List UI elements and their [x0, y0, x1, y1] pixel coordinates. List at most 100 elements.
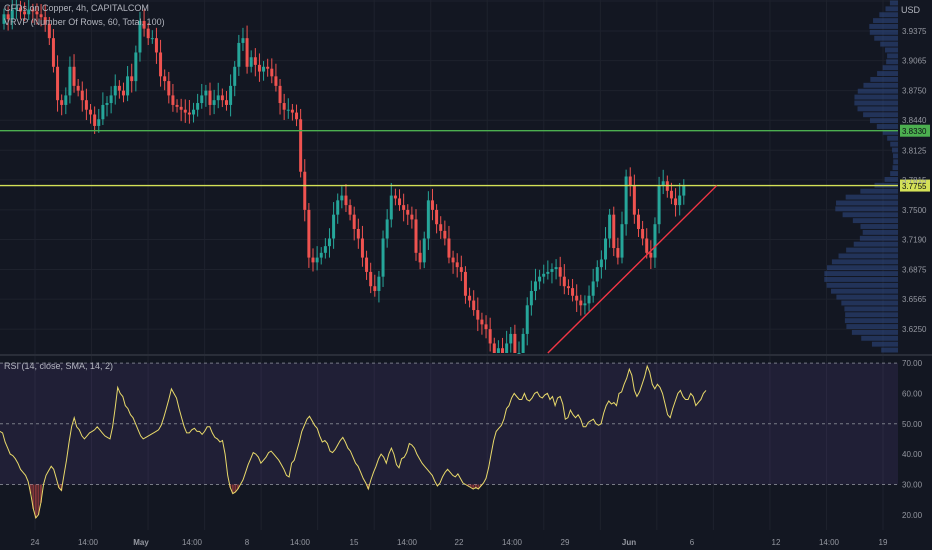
volume-profile-bar [876, 124, 898, 129]
rsi-tick-label: 40.00 [902, 450, 923, 459]
volume-profile-bar [861, 335, 898, 341]
time-tick-label: 14:00 [502, 538, 523, 547]
candle-body [27, 9, 31, 15]
candle-body [340, 195, 344, 201]
volume-profile-bar [841, 300, 898, 306]
candle-body [150, 38, 154, 40]
candle-body [468, 295, 472, 301]
rsi-tick-label: 70.00 [902, 359, 923, 368]
candle-body [463, 271, 467, 296]
candle-body [31, 9, 35, 12]
candle-body [97, 119, 101, 126]
volume-profile-bar [871, 341, 898, 347]
candle-body [327, 238, 331, 247]
candle-body [583, 303, 587, 306]
volume-profile-bar [835, 206, 898, 212]
candle-body [270, 68, 274, 77]
candle-body [472, 300, 476, 311]
candle-body [134, 52, 138, 82]
candle-body [653, 224, 657, 258]
volume-profile-bar [892, 147, 898, 153]
candle-body [315, 257, 319, 263]
candle-body [579, 300, 583, 306]
candle-body [2, 14, 6, 24]
candle-body [109, 95, 113, 104]
time-tick-label: 8 [245, 538, 250, 547]
time-tick-label: 19 [879, 538, 888, 547]
price-tick-label: 3.8440 [902, 116, 927, 125]
candle-body [187, 112, 191, 115]
volume-profile-bar [870, 76, 898, 82]
time-tick-label: Jun [622, 538, 636, 547]
volume-profile-bar [826, 282, 898, 288]
candle-body [571, 288, 575, 296]
price-tick-label: 3.6875 [902, 266, 927, 275]
candle-body [608, 214, 612, 239]
candle-body [488, 329, 492, 344]
candle-body [398, 198, 402, 206]
vrvp-legend[interactable]: VRVP (Number Of Rows, 60, Total, 100) [4, 17, 165, 27]
symbol-title[interactable]: CFDs on Copper, 4h, CAPITALCOM [4, 3, 149, 13]
candle-body [257, 64, 261, 72]
candle-body [435, 209, 439, 225]
volume-profile-bar [845, 312, 898, 318]
candle-body [352, 214, 356, 229]
price-tick-label: 3.9375 [902, 27, 927, 36]
time-tick-label: 15 [350, 538, 359, 547]
volume-profile-bar [880, 41, 898, 47]
candle-body [43, 17, 47, 24]
candle-body [356, 228, 360, 239]
candle-body [373, 286, 377, 291]
candle-body [344, 195, 348, 206]
price-axis[interactable]: 3.9375 3.9065 3.8750 3.8440 3.8125 3.7815 3.75… [902, 27, 927, 334]
volume-profile-bar [890, 171, 898, 176]
price-tick-label: 3.6565 [902, 295, 927, 304]
candle-body [303, 171, 307, 210]
candle-body [167, 81, 171, 96]
volume-profile-bar [863, 82, 898, 88]
candle-body [381, 238, 385, 277]
candle-body [422, 238, 426, 263]
volume-profile-bar [845, 194, 898, 200]
candle-body [533, 281, 537, 291]
candle-body [484, 324, 488, 330]
candle-body [632, 186, 636, 215]
candle-body [476, 310, 480, 320]
candle-body [274, 76, 278, 86]
volume-profile-bar [877, 71, 898, 76]
rsi-tick-label: 30.00 [902, 480, 923, 489]
candle-body [546, 271, 550, 274]
candle-body [6, 14, 10, 20]
candle-body [76, 85, 80, 91]
candle-body [480, 319, 484, 325]
candle-body [266, 66, 270, 69]
candle-body [204, 90, 208, 96]
trendline[interactable] [547, 185, 718, 354]
volume-profile-bar [885, 47, 898, 53]
candle-body [229, 85, 233, 105]
time-tick-label: 14:00 [290, 538, 311, 547]
volume-profile-bar [863, 112, 898, 118]
candle-body [138, 20, 142, 53]
horizontal-levels[interactable]: 3.8330 3.7755 [0, 124, 930, 192]
volume-profile-bar [824, 277, 898, 282]
candle-body [295, 112, 299, 120]
candle-body [171, 95, 175, 105]
candle-body [237, 42, 241, 67]
candle-body [154, 38, 158, 53]
candle-body [126, 76, 130, 96]
rsi-tick-label: 20.00 [902, 511, 923, 520]
time-axis[interactable]: 24 14:00 May 14:00 8 14:00 15 14:00 22 14:00 29 Jun… [31, 538, 888, 547]
candle-body [175, 104, 179, 107]
time-tick-label: 14:00 [397, 538, 418, 547]
candle-body [68, 66, 72, 96]
candle-body [319, 252, 323, 258]
volume-profile-bar [831, 288, 898, 294]
candle-body [348, 205, 352, 215]
candle-body [525, 305, 529, 334]
ascending-trendline [547, 185, 718, 354]
price-tick-label: 3.9065 [902, 57, 927, 66]
rsi-legend[interactable]: RSI (14, close, SMA, 14, 2) [4, 361, 114, 371]
candle-body [649, 252, 653, 258]
